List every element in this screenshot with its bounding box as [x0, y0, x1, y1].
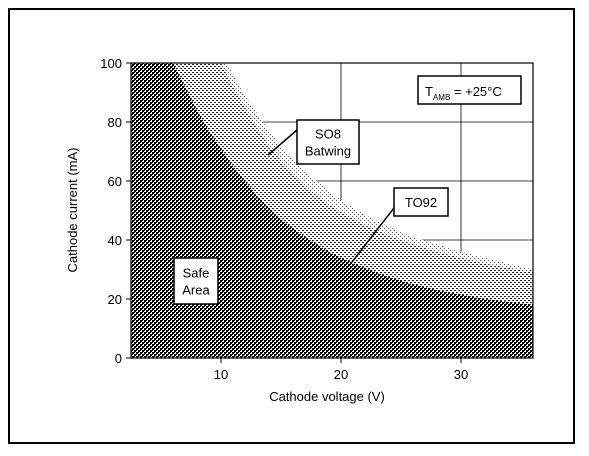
- box-to92: [393, 187, 449, 217]
- label-text-so8-batwing: SO8: [315, 127, 341, 142]
- label-text-safe-area: Safe: [183, 266, 210, 281]
- x-tick-label: 20: [334, 367, 348, 382]
- y-tick-label: 40: [108, 233, 122, 248]
- label-text-safe-area: Area: [182, 283, 210, 298]
- label-text-so8-batwing: Batwing: [305, 144, 351, 159]
- leader-to92: [351, 207, 395, 263]
- region-fills: [131, 63, 533, 358]
- condition-box: TAMB = +25°C: [417, 75, 522, 105]
- condition-text: TAMB = +25°C: [425, 84, 502, 102]
- y-tick-label: 80: [108, 115, 122, 130]
- label-so8-batwing: SO8 Batwing: [267, 119, 360, 165]
- plot-frame: [130, 62, 534, 359]
- y-axis-label: Cathode current (mA): [65, 148, 80, 273]
- x-tick-label: 30: [454, 367, 468, 382]
- y-tick-label: 20: [108, 292, 122, 307]
- label-safe-area: Safe Area: [173, 257, 219, 305]
- box-so8-batwing: [296, 119, 360, 165]
- condition-box-frame: [417, 75, 522, 105]
- y-tick-label: 100: [100, 56, 122, 71]
- label-text-to92: TO92: [405, 195, 437, 210]
- region-labels: Safe Area SO8 Batwing TO92 TAMB = +25°C: [173, 75, 522, 305]
- y-tick-label: 60: [108, 174, 122, 189]
- x-axis-label: Cathode voltage (V): [269, 389, 385, 404]
- area-safe-area: [131, 63, 533, 358]
- x-tick-label: 10: [214, 367, 228, 382]
- box-safe-area: [173, 257, 219, 305]
- y-tick-label: 0: [115, 351, 122, 366]
- figure-frame: [8, 8, 575, 444]
- label-to92: TO92: [351, 187, 449, 263]
- leader-so8-batwing: [267, 129, 298, 156]
- axes: 10 20 30 0 20 40 60 80 100: [100, 56, 534, 382]
